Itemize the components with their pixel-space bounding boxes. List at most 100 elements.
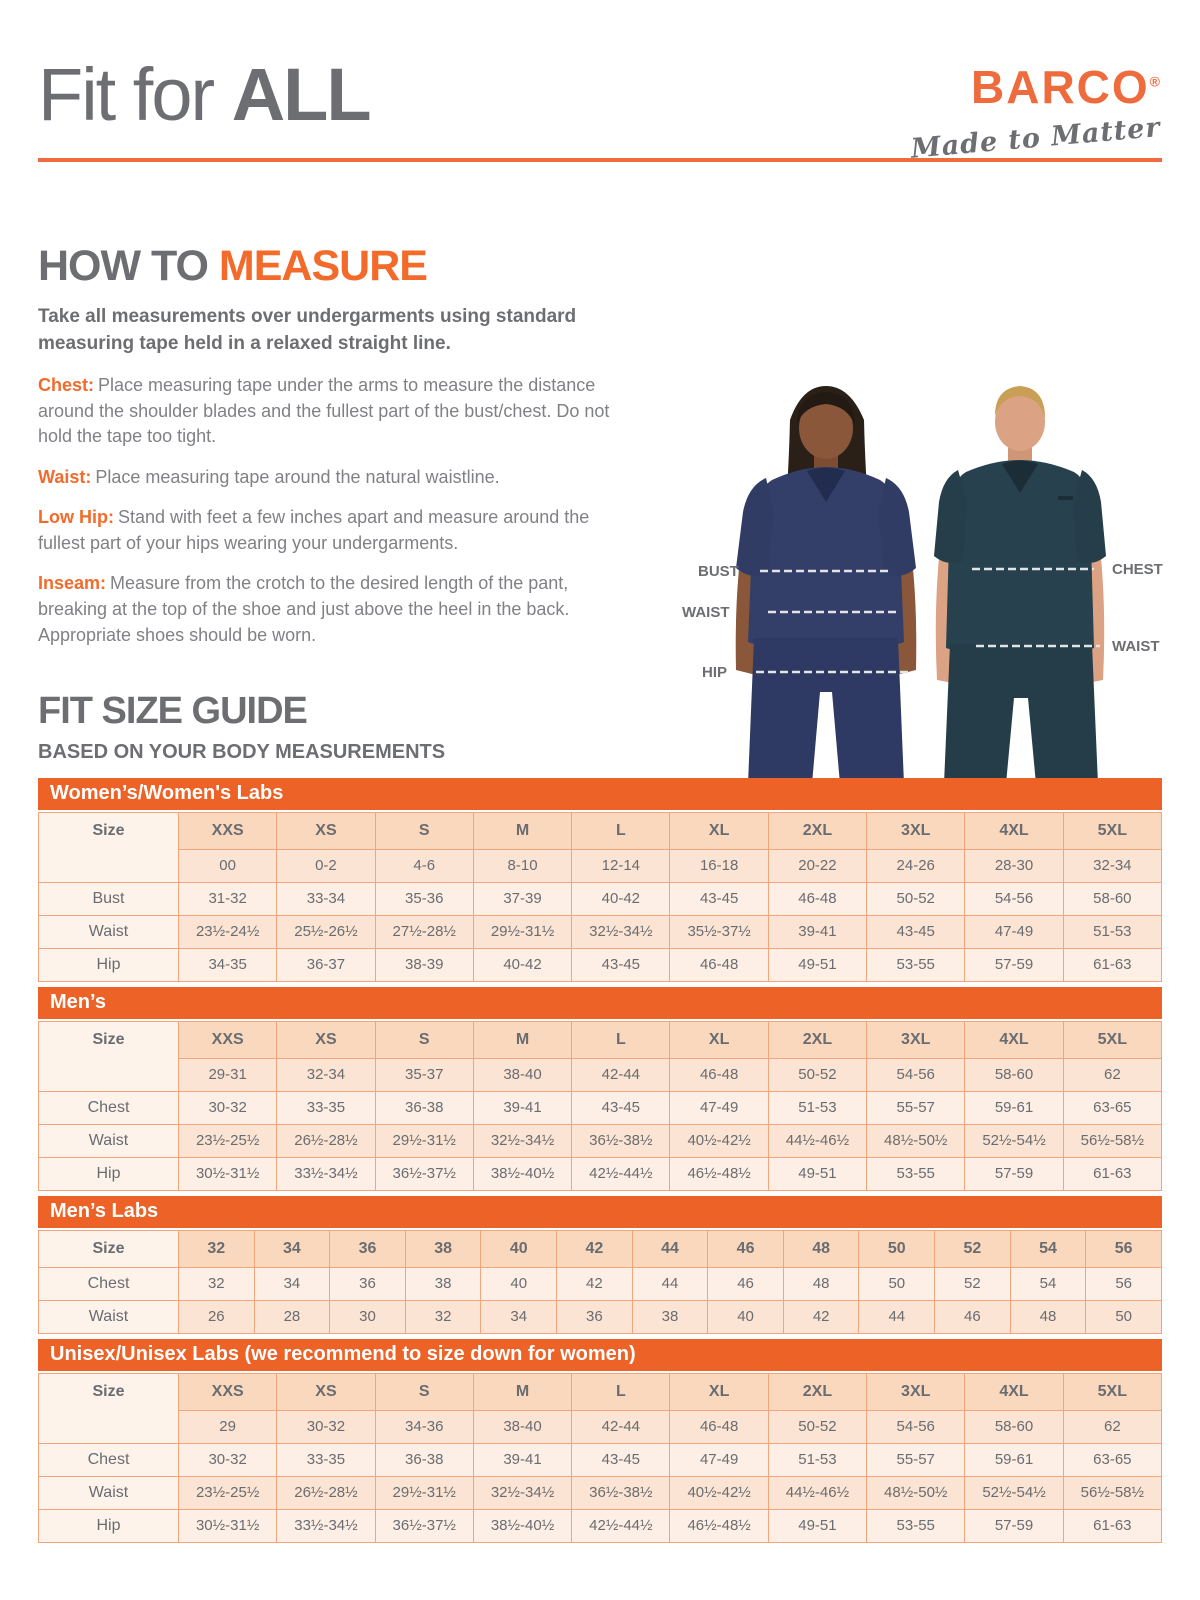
- value-cell: 38-39: [374, 947, 474, 982]
- value-cell: 46-48: [767, 881, 868, 916]
- value-cell: 20-22: [767, 848, 868, 883]
- measurement-lines: [756, 567, 1100, 674]
- value-cell: 30-32: [177, 1090, 278, 1125]
- value-cell: 63-65: [1062, 1442, 1163, 1477]
- value-cell: 42½-44½: [571, 1156, 671, 1191]
- value-cell: 43-45: [571, 1090, 671, 1125]
- column-header-cell: L: [571, 1020, 671, 1059]
- value-cell: 34-35: [177, 947, 278, 982]
- value-cell: 28-30: [964, 848, 1064, 883]
- hip-label: HIP: [702, 664, 727, 681]
- value-cell: 57-59: [964, 1508, 1064, 1543]
- value-cell: 56: [1085, 1266, 1162, 1301]
- column-header-cell: 46: [707, 1229, 784, 1268]
- value-cell: 54-56: [866, 1409, 966, 1444]
- column-header-cell: 5XL: [1062, 1020, 1163, 1059]
- row-label-cell: Hip: [38, 1508, 179, 1543]
- value-cell: 26: [178, 1299, 255, 1334]
- value-cell: 50-52: [767, 1057, 868, 1092]
- value-cell: 29-31: [177, 1057, 278, 1092]
- heading-orange-part: MEASURE: [218, 242, 428, 290]
- value-cell: 24-26: [866, 848, 966, 883]
- value-cell: 43-45: [866, 914, 966, 949]
- column-header-cell: XS: [276, 1372, 376, 1411]
- value-cell: 49-51: [767, 1156, 868, 1191]
- value-cell: 46-48: [669, 947, 769, 982]
- bust-label: BUST: [698, 563, 739, 580]
- value-cell: 30½-31½: [177, 1156, 278, 1191]
- size-table: Size XXS XS S M L XL 2XL 3XL 4XL 5XL 29-31 32-34 35-3…: [38, 1020, 1163, 1191]
- value-cell: 43-45: [669, 881, 769, 916]
- column-header-cell: 2XL: [767, 1020, 868, 1059]
- value-cell: 61-63: [1062, 947, 1163, 982]
- value-cell: 59-61: [964, 1442, 1064, 1477]
- numeric-size-row: 00 0-2 4-6 8-10 12-14 16-18 20-22 24-26 28-30 32-…: [39, 848, 1163, 883]
- value-cell: 29: [177, 1409, 278, 1444]
- column-header-cell: M: [472, 1020, 573, 1059]
- column-header-cell: L: [571, 1372, 671, 1411]
- value-cell: 61-63: [1062, 1156, 1163, 1191]
- value-cell: 23½-25½: [177, 1123, 278, 1158]
- column-header-cell: 32: [178, 1229, 255, 1268]
- value-cell: 38½-40½: [472, 1508, 573, 1543]
- column-header-cell: 3XL: [866, 811, 966, 850]
- value-cell: 46½-48½: [669, 1508, 769, 1543]
- value-cell: 33½-34½: [276, 1156, 376, 1191]
- table-row: Hip 30½-31½ 33½-34½ 36½-37½ 38½-40½ 42½-44½ 46…: [38, 1508, 1163, 1543]
- value-cell: 56½-58½: [1062, 1475, 1163, 1510]
- value-cell: 51-53: [767, 1090, 868, 1125]
- column-header-cell: XXS: [177, 1020, 278, 1059]
- brand-logo: BARCO®: [910, 64, 1160, 110]
- value-cell: 16-18: [669, 848, 769, 883]
- column-header-cell: 44: [631, 1229, 709, 1268]
- column-header-cell: 4XL: [964, 811, 1064, 850]
- value-cell: 40: [480, 1266, 558, 1301]
- value-cell: 55-57: [866, 1090, 966, 1125]
- size-table: Size 32 34 36 38 40 42 44 46 48 50 52 54 56 Chest 32 34 3…: [38, 1229, 1162, 1334]
- value-cell: 38-40: [472, 1057, 573, 1092]
- column-header-cell: L: [571, 811, 671, 850]
- column-header-cell: S: [374, 811, 474, 850]
- value-cell: 61-63: [1062, 1508, 1163, 1543]
- measure-item-waist: Waist: Place measuring tape around the na…: [38, 465, 638, 491]
- value-cell: 42: [782, 1299, 860, 1334]
- value-cell: 49-51: [767, 947, 868, 982]
- table-title-bar: Men’s Labs: [38, 1195, 1162, 1228]
- male-waist-label: WAIST: [1112, 638, 1160, 655]
- value-cell: 32: [178, 1266, 255, 1301]
- column-header-cell: 4XL: [964, 1020, 1064, 1059]
- size-table: Size XXS XS S M L XL 2XL 3XL 4XL 5XL 29 30-32 34-36 38…: [38, 1372, 1163, 1543]
- value-cell: 36-38: [374, 1442, 474, 1477]
- measure-item-text: Place measuring tape around the natural …: [95, 466, 500, 487]
- size-header-cell: Size: [38, 1372, 179, 1444]
- row-label-cell: Waist: [38, 1299, 179, 1334]
- table-row: Waist 23½-25½ 26½-28½ 29½-31½ 32½-34½ 36½-38½…: [38, 1123, 1163, 1158]
- value-cell: 58-60: [964, 1409, 1064, 1444]
- value-cell: 48½-50½: [866, 1475, 966, 1510]
- value-cell: 43-45: [571, 947, 671, 982]
- value-cell: 29½-31½: [374, 1123, 474, 1158]
- column-header-cell: 52: [934, 1229, 1011, 1268]
- size-table-section: Women’s/Women's Labs Size XXS XS S M L XL 2XL 3XL…: [38, 777, 1163, 982]
- value-cell: 46: [934, 1299, 1011, 1334]
- value-cell: 27½-28½: [374, 914, 474, 949]
- row-label-cell: Chest: [38, 1442, 179, 1477]
- row-label-cell: Waist: [38, 1475, 179, 1510]
- value-cell: 54-56: [866, 1057, 966, 1092]
- value-cell: 36: [329, 1266, 406, 1301]
- table-row: Waist 23½-25½ 26½-28½ 29½-31½ 32½-34½ 36½-38½…: [38, 1475, 1163, 1510]
- value-cell: 53-55: [866, 1156, 966, 1191]
- value-cell: 48½-50½: [866, 1123, 966, 1158]
- value-cell: 37-39: [472, 881, 573, 916]
- value-cell: 48: [782, 1266, 860, 1301]
- value-cell: 52½-54½: [964, 1123, 1064, 1158]
- value-cell: 44½-46½: [767, 1475, 868, 1510]
- column-header-cell: 50: [858, 1229, 936, 1268]
- column-header-cell: 2XL: [767, 1372, 868, 1411]
- registered-mark: ®: [1149, 73, 1160, 90]
- column-header-cell: 4XL: [964, 1372, 1064, 1411]
- column-header-cell: 36: [329, 1229, 406, 1268]
- value-cell: 30-32: [276, 1409, 376, 1444]
- value-cell: 39-41: [767, 914, 868, 949]
